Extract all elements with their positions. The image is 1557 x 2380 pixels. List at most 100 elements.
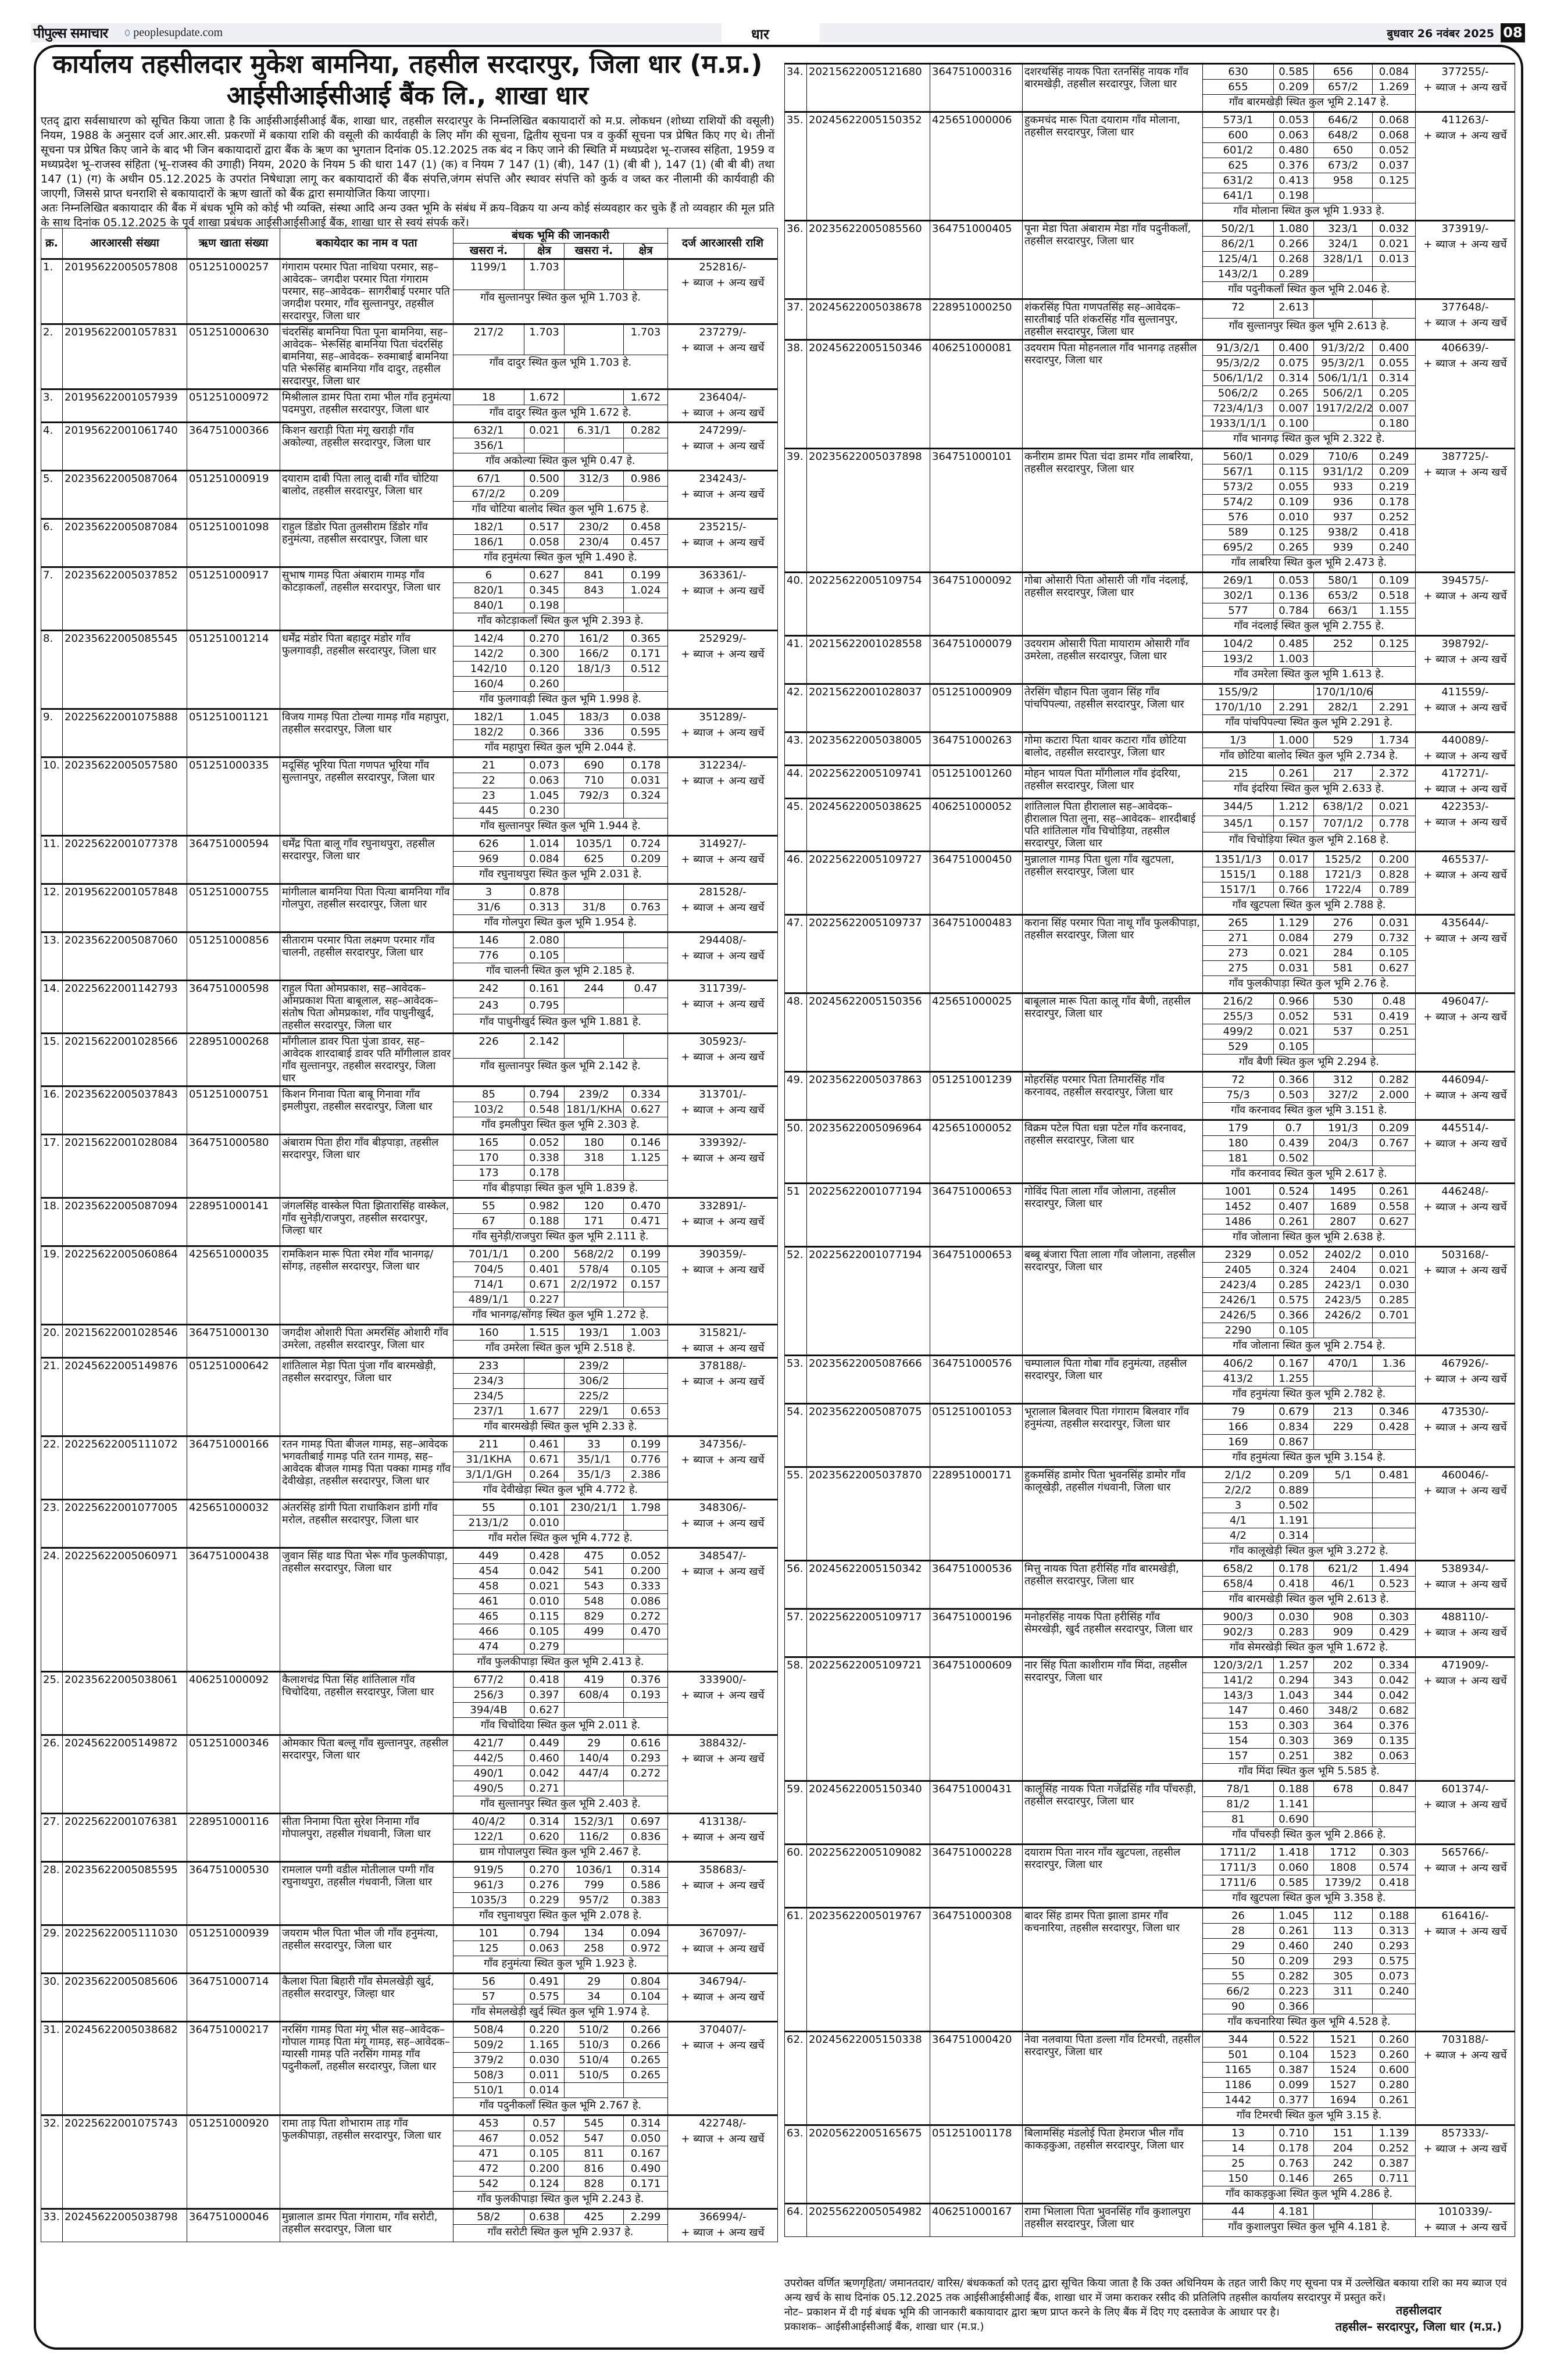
khasra-1: 215 (1202, 764, 1274, 781)
khasra-1: 704/5 (453, 1262, 524, 1277)
amount-suffix: + ब्याज + अन्य खर्चे (681, 277, 765, 289)
area-1: 0.178 (1273, 2140, 1314, 2156)
amount-value: 445514/- (1441, 1122, 1489, 1134)
table-row: 5. 20235622005087064 051251000919 दयाराम दा… (41, 470, 779, 519)
loan-account-number: 051251000257 (187, 258, 280, 324)
khasra-1: 143/3 (1202, 1688, 1274, 1703)
serial-number: 16. (41, 1085, 63, 1135)
amount-suffix: + ब्याज + अन्य खर्चे (681, 902, 765, 914)
table-row: 9. 20225622001075888 051251001121 विजय गामड… (41, 708, 779, 757)
masthead-left: पीपुल्स समाचार peoplesupdate.com (31, 23, 722, 42)
area-2: 0.209 (1372, 1119, 1416, 1136)
table-row: 49. 20235622005037863 051251001239 मोहरसिंह… (784, 1071, 1515, 1120)
khasra-2 (1313, 1528, 1373, 1543)
khasra-2: 510/2 (564, 2021, 624, 2038)
khasra-2: 181/1/KHA (564, 1102, 624, 1117)
khasra-2: 673/2 (1313, 158, 1373, 173)
parcel-row: 256/3 0.397 608/4 0.193 (41, 1687, 778, 1703)
khasra-2: 113 (1313, 1923, 1373, 1939)
area-1: 0.271 (524, 1781, 565, 1796)
area-1: 0.084 (524, 851, 565, 867)
khasra-1: 157 (1202, 1748, 1274, 1764)
area-1: 0.010 (524, 1593, 565, 1609)
total-land: गाँव हनुमंत्या स्थित कुल भूमि 3.154 हे. (1202, 1449, 1416, 1467)
khasra-2: 908 (1313, 1608, 1373, 1625)
khasra-2: 958 (1313, 173, 1373, 188)
borrower-name-address: शांतिलाल पिता हीरालाल सह–आवेदक– हीरालाल … (1022, 798, 1203, 852)
khasra-1: 630 (1202, 63, 1274, 80)
area-1: 0.115 (524, 1609, 565, 1624)
loan-account-number: 364751000536 (930, 1560, 1023, 1609)
table-row: 29. 20225622005111030 051251000939 जयराम भी… (41, 1924, 779, 1974)
total-land-row: गाँव कालूखेड़ी स्थित कुल भूमि 3.272 हे. (785, 1543, 1515, 1561)
khasra-2: 447/4 (564, 1766, 624, 1781)
area-1: 1.212 (1273, 798, 1314, 816)
area-2: 0.732 (1372, 930, 1416, 946)
area-2: 0.178 (1372, 494, 1416, 510)
khasra-1: 31/1KHA (453, 1452, 524, 1467)
khasra-2 (564, 258, 624, 291)
khasra-2: 230/4 (564, 534, 624, 550)
table-row: 14. 20225622001142793 364751000598 राहुल पि… (41, 980, 779, 1034)
parcel-row: 509/2 1.165 510/3 0.266 (41, 2037, 778, 2053)
parcel-row: 90 0.366 (785, 1999, 1515, 2014)
area-2: 0.280 (1372, 2077, 1416, 2093)
table-row: 8. 20235622005085545 051251001214 धर्मेंद्र… (41, 630, 779, 709)
rrc-amount: 388432/- + ब्याज + अन्य खर्चे (667, 1734, 779, 1814)
parcel-row: 601/2 0.480 650 0.052 (785, 142, 1515, 158)
khasra-2: 151 (1313, 2124, 1373, 2141)
area-1: 1.000 (1273, 731, 1314, 748)
khasra-2: 229/1 (564, 1403, 624, 1419)
khasra-1: 641/1 (1202, 188, 1274, 203)
khasra-1: 155/9/2 (1202, 683, 1274, 700)
amount-suffix: + ब्याज + अन्य खर्चे (681, 488, 765, 501)
borrower-name-address: हुकमचंद मारू पिता दयाराम गाँव मोलाना, तह… (1022, 111, 1203, 221)
khasra-2: 35/1/3 (564, 1467, 624, 1482)
khasra-2: 6.31/1 (564, 421, 624, 438)
area-1: 0.679 (1273, 1403, 1314, 1420)
khasra-2: 1036/1 (564, 1861, 624, 1878)
khasra-1: 1351/1/3 (1202, 850, 1274, 867)
khasra-2 (1313, 1498, 1373, 1513)
footer-publisher: प्रकाशक– आईसीआईसीआई बैंक, शाखा धार (म.प्… (784, 2321, 984, 2333)
website-link[interactable]: peoplesupdate.com (125, 26, 223, 40)
area-2 (1372, 1811, 1416, 1827)
loan-account-number: 364751000438 (187, 1547, 280, 1672)
total-land: गाँव सुल्तानपुर स्थित कुल भूमि 2.403 हे. (452, 1796, 669, 1814)
rrc-number: 20235622005037898 (806, 448, 930, 573)
serial-number: 37. (784, 298, 807, 340)
table-row: 30. 20235622005085606 364751000714 कैलाश पि… (41, 1972, 779, 2022)
parcel-row: 472 0.200 816 0.490 (41, 2161, 778, 2177)
area-2: 0.303 (1372, 1843, 1416, 1860)
khasra-2 (1313, 266, 1373, 282)
amount-suffix: + ब्याज + अन्य खर्चे (1423, 1089, 1507, 1102)
rrc-amount: 373919/- + ब्याज + अन्य खर्चे (1415, 220, 1515, 299)
khasra-2: 707/1/2 (1313, 815, 1373, 833)
khasra-2 (1313, 651, 1373, 667)
area-2: 0.125 (1372, 635, 1416, 652)
area-1: 0.627 (524, 566, 565, 583)
amount-value: 346794/- (699, 1975, 747, 1988)
area-1: 0.146 (1273, 2171, 1314, 2186)
khasra-1: 3 (453, 883, 524, 900)
khasra-2: 306/2 (564, 1373, 624, 1389)
area-2: 0.627 (623, 1102, 669, 1117)
rrc-number: 20245622005149872 (62, 1734, 187, 1814)
area-2: 0.972 (623, 1941, 669, 1956)
area-2: 0.418 (1372, 1875, 1416, 1891)
total-land-row: गाँव मिंदा स्थित कुल भूमि 5.585 हे. (785, 1763, 1515, 1781)
amount-value: 465537/- (1441, 853, 1489, 866)
amount-value: 305923/- (699, 1035, 747, 1048)
area-1: 0.270 (524, 1861, 565, 1878)
page-number: 08 (1501, 23, 1525, 42)
borrower-name-address: धर्मेंद्र पिता बालू गाँव रघुनाथपुरा, तहस… (280, 835, 453, 884)
rrc-number: 20225622005109721 (806, 1656, 930, 1781)
loan-account-number: 364751000580 (187, 1134, 280, 1198)
amount-suffix: + ब्याज + अन्य खर्चे (1423, 2049, 1507, 2061)
total-land: गाँव फुलकीपाड़ा स्थित कुल भूमि 2.243 हे. (452, 2191, 669, 2209)
area-2: 0.595 (623, 724, 669, 740)
khasra-2: 116/2 (564, 1829, 624, 1845)
khasra-1: 85 (453, 1085, 524, 1102)
rrc-amount: 313701/- + ब्याज + अन्य खर्चे (667, 1085, 779, 1135)
khasra-1: 181 (1202, 1150, 1274, 1166)
